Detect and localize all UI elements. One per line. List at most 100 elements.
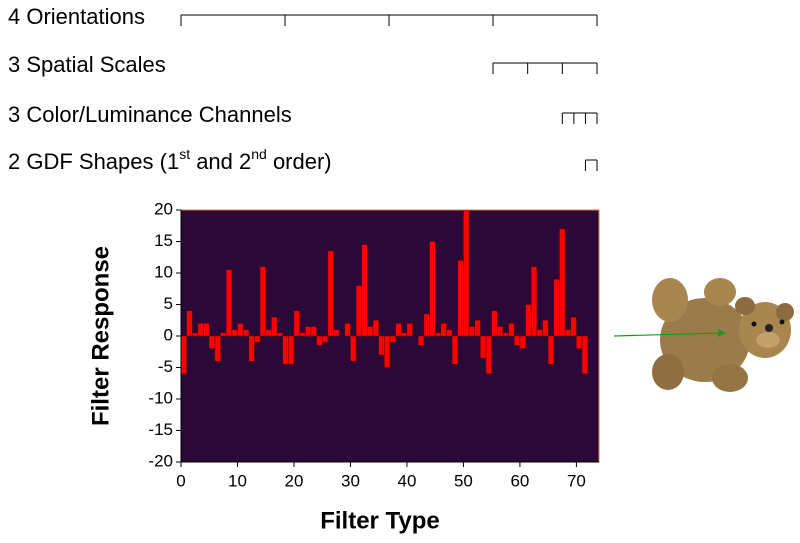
bar xyxy=(214,335,221,362)
bar xyxy=(514,335,521,346)
bar xyxy=(361,244,368,337)
annotation: 3 Color/Luminance Channels xyxy=(8,102,292,127)
y-axis-label: Filter Response xyxy=(87,246,114,426)
x-tick-label: 20 xyxy=(285,471,304,490)
y-tick-label: 10 xyxy=(154,262,173,281)
bar xyxy=(429,241,436,337)
bar xyxy=(355,285,363,337)
x-tick-label: 30 xyxy=(341,471,360,490)
bar xyxy=(581,335,588,375)
annotation-part: 2 GDF Shapes (1 xyxy=(8,149,179,174)
bar xyxy=(530,266,538,337)
bar xyxy=(542,320,549,337)
annotation: 3 Spatial Scales xyxy=(8,52,166,77)
bar xyxy=(434,332,442,337)
y-tick-label: 0 xyxy=(164,325,173,344)
bar xyxy=(547,335,555,365)
bar xyxy=(406,323,413,337)
bar xyxy=(237,323,244,337)
x-tick-label: 50 xyxy=(454,471,473,490)
bar xyxy=(333,329,340,337)
bar xyxy=(491,310,498,337)
bar xyxy=(181,335,187,375)
bar xyxy=(480,335,487,359)
bar xyxy=(220,332,227,337)
bar xyxy=(468,326,475,337)
annotation-part: and 2 xyxy=(190,149,251,174)
bar xyxy=(401,332,408,337)
annotation: 2 GDF Shapes (1st and 2nd order) xyxy=(8,146,332,174)
bar xyxy=(525,304,532,337)
bear-image xyxy=(652,278,794,392)
bar xyxy=(197,323,204,337)
bar xyxy=(536,329,543,337)
bar xyxy=(474,320,481,337)
bar xyxy=(186,310,193,337)
annotation-part: order) xyxy=(267,149,332,174)
x-tick-label: 40 xyxy=(397,471,416,490)
bar xyxy=(254,335,261,343)
bar xyxy=(293,310,300,337)
annotation: 4 Orientations xyxy=(8,4,145,29)
bar xyxy=(451,335,459,365)
bar xyxy=(457,260,464,337)
annotation-part: 3 Spatial Scales xyxy=(8,52,166,77)
bar xyxy=(259,266,266,337)
bar xyxy=(395,323,402,337)
bar xyxy=(423,313,430,337)
bar xyxy=(327,250,334,337)
bar xyxy=(570,316,577,337)
bar xyxy=(305,326,312,337)
bar xyxy=(282,335,289,365)
bar xyxy=(389,335,396,343)
y-tick-label: 15 xyxy=(154,231,173,250)
bar xyxy=(299,332,306,337)
bar xyxy=(288,335,295,365)
bar xyxy=(316,335,323,346)
bar xyxy=(192,332,199,337)
bar xyxy=(485,335,492,375)
bar xyxy=(265,329,272,337)
bar xyxy=(225,269,233,337)
bar xyxy=(564,329,572,337)
bar xyxy=(321,335,329,343)
x-tick-label: 60 xyxy=(510,471,529,490)
x-tick-label: 70 xyxy=(567,471,586,490)
bar xyxy=(497,326,504,337)
y-tick-label: -15 xyxy=(148,420,173,439)
bar xyxy=(463,210,470,337)
x-tick-label: 0 xyxy=(176,471,185,490)
bar xyxy=(248,335,255,362)
bar xyxy=(208,335,216,349)
arrow-head xyxy=(718,329,726,337)
y-tick-label: -5 xyxy=(158,357,173,376)
bar xyxy=(576,335,583,349)
y-tick-label: 5 xyxy=(164,294,173,313)
bar xyxy=(203,323,210,337)
bar xyxy=(242,329,250,337)
bar xyxy=(350,335,357,362)
bar xyxy=(231,329,238,337)
annotation-part: 3 Color/Luminance Channels xyxy=(8,102,292,127)
bar xyxy=(276,332,283,337)
y-tick-label: -10 xyxy=(148,388,173,407)
bar xyxy=(446,329,453,337)
annotation-part: nd xyxy=(251,146,267,162)
bar xyxy=(440,323,447,337)
y-tick-label: -20 xyxy=(148,451,173,470)
bar xyxy=(310,326,317,337)
arrow xyxy=(613,332,723,337)
y-tick-label: 20 xyxy=(154,199,173,218)
bar xyxy=(271,316,278,337)
bar xyxy=(559,228,566,337)
bar xyxy=(417,335,425,346)
bar xyxy=(502,332,509,337)
bar xyxy=(372,320,379,337)
bar xyxy=(508,323,515,337)
bar xyxy=(519,335,526,349)
bar xyxy=(378,335,385,356)
x-tick-label: 10 xyxy=(228,471,247,490)
annotation-part: 4 Orientations xyxy=(8,4,145,29)
bar xyxy=(553,279,560,337)
